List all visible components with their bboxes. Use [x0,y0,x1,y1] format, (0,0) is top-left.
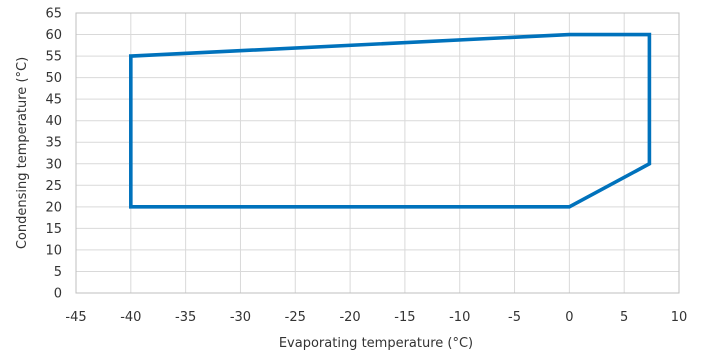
x-tick-label: -25 [285,310,306,325]
x-tick-label: -30 [230,310,251,325]
y-tick-label: 35 [45,136,62,151]
y-tick-label: 40 [45,114,62,129]
y-tick-label: 25 [45,179,62,194]
y-tick-label: 30 [45,157,62,172]
x-tick-label: -40 [120,310,141,325]
y-tick-label: 50 [45,71,62,86]
y-tick-label: 10 [45,243,62,258]
y-axis-title: Condensing temperature (°C) [15,57,30,249]
x-tick-label: -15 [394,310,415,325]
x-tick-label: 5 [620,310,628,325]
x-tick-label: -5 [508,310,521,325]
y-tick-label: 0 [54,287,62,302]
y-tick-label: 65 [45,7,62,22]
x-axis-title: Evaporating temperature (°C) [279,336,473,351]
y-tick-label: 15 [45,222,62,237]
x-tick-label: -45 [65,310,86,325]
x-tick-label: -35 [175,310,196,325]
x-tick-label: -20 [339,310,360,325]
y-tick-label: 5 [54,265,62,280]
y-axis-ticks: 0 5 10 15 20 25 30 35 40 45 50 55 60 65 [45,7,62,302]
x-axis-ticks: -45 -40 -35 -30 -25 -20 -15 -10 -5 0 5 10 [65,310,687,325]
x-tick-label: 10 [671,310,688,325]
x-tick-label: -10 [449,310,470,325]
y-tick-label: 45 [45,93,62,108]
y-tick-label: 55 [45,50,62,65]
y-tick-label: 20 [45,200,62,215]
y-tick-label: 60 [45,28,62,43]
x-tick-label: 0 [565,310,573,325]
